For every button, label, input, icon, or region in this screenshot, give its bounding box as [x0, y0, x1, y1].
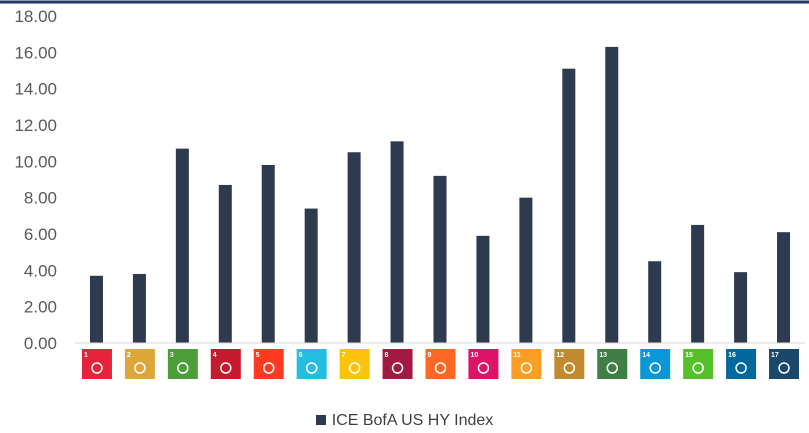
bar-sdg-7 — [347, 152, 361, 343]
bar-sdg-17 — [777, 232, 791, 343]
bar-sdg-6 — [304, 208, 318, 343]
sdg-6-clean-water-icon: 6 — [296, 349, 327, 379]
sdg-icon-number: 11 — [513, 352, 521, 359]
bar-sdg-1 — [89, 275, 103, 343]
sdg-8-decent-work-icon: 8 — [382, 349, 413, 379]
bar-sdg-8 — [390, 141, 404, 343]
sdg-icon-number: 10 — [470, 352, 478, 359]
y-tick-label: 0.00 — [24, 334, 57, 353]
sdg-icon-number: 17 — [771, 352, 779, 359]
sdg-4-quality-education-icon: 4 — [210, 349, 241, 379]
bar-sdg-5 — [261, 164, 275, 343]
sdg-icon-number: 12 — [556, 352, 564, 359]
bar-sdg-13 — [605, 46, 619, 344]
sdg-icon-number: 4 — [213, 352, 217, 359]
sdg-icon-number: 9 — [428, 352, 432, 359]
y-tick-label: 12.00 — [14, 116, 57, 135]
bar-sdg-14 — [648, 261, 662, 343]
sdg-icon-number: 13 — [599, 352, 607, 359]
sdg-5-gender-equality-icon: 5 — [253, 349, 284, 379]
legend-label: ICE BofA US HY Index — [331, 412, 494, 429]
bar-sdg-4 — [218, 184, 232, 343]
sdg-10-reduced-inequalities-icon: 10 — [468, 349, 499, 379]
y-axis: 0.00 2.00 4.00 6.00 8.00 10.00 12.00 14.00 16.00… — [14, 7, 57, 353]
y-tick-label: 2.00 — [24, 298, 57, 317]
sdg-icon-number: 6 — [299, 352, 303, 359]
sdg-icon-number: 5 — [256, 352, 260, 359]
sdg-9-industry-innovation-icon: 9 — [425, 349, 456, 379]
sdg-13-climate-action-icon: 13 — [597, 349, 628, 379]
sdg-2-zero-hunger-icon: 2 — [124, 349, 155, 379]
y-tick-label: 16.00 — [14, 43, 57, 62]
sdg-icon-number: 15 — [685, 352, 693, 359]
sdg-15-life-on-land-icon: 15 — [683, 349, 714, 379]
sdg-icon-number: 7 — [342, 352, 346, 359]
y-tick-label: 8.00 — [24, 189, 57, 208]
sdg-icon-number: 8 — [385, 352, 389, 359]
sdg-3-good-health-icon: 3 — [167, 349, 198, 379]
sdg-1-no-poverty-icon: 1 — [81, 349, 112, 379]
y-tick-label: 4.00 — [24, 261, 57, 280]
sdg-icon-number: 16 — [728, 352, 736, 359]
bar-sdg-16 — [734, 272, 748, 343]
y-tick-label: 18.00 — [14, 7, 57, 26]
sdg-icons: 1 2 3 4 5 6 7 8 9 10 11 12 13 14 15 16 17 — [81, 349, 800, 379]
sdg-icon-number: 3 — [170, 352, 174, 359]
sdg-17-partnerships-icon: 17 — [769, 349, 800, 379]
bars — [89, 46, 791, 344]
y-tick-label: 6.00 — [24, 225, 57, 244]
sdg-11-sustainable-cities-icon: 11 — [511, 349, 542, 379]
sdg-icon-number: 2 — [127, 352, 131, 359]
legend: ICE BofA US HY Index — [0, 412, 809, 430]
sdg-7-clean-energy-icon: 7 — [339, 349, 370, 379]
bar-sdg-12 — [562, 68, 576, 343]
sdg-16-peace-justice-icon: 16 — [726, 349, 757, 379]
bar-sdg-15 — [691, 224, 705, 343]
bar-sdg-10 — [476, 235, 490, 343]
bar-sdg-3 — [175, 148, 189, 343]
sdg-icon-number: 1 — [84, 352, 88, 359]
sdg-14-life-below-water-icon: 14 — [640, 349, 671, 379]
bar-sdg-11 — [519, 197, 533, 343]
y-tick-label: 10.00 — [14, 152, 57, 171]
y-tick-label: 14.00 — [14, 80, 57, 99]
bar-sdg-2 — [132, 273, 146, 343]
bar-sdg-9 — [433, 175, 447, 343]
legend-swatch — [315, 415, 326, 425]
sdg-12-responsible-consumption-icon: 12 — [554, 349, 585, 379]
sdg-icon-number: 14 — [642, 352, 650, 359]
